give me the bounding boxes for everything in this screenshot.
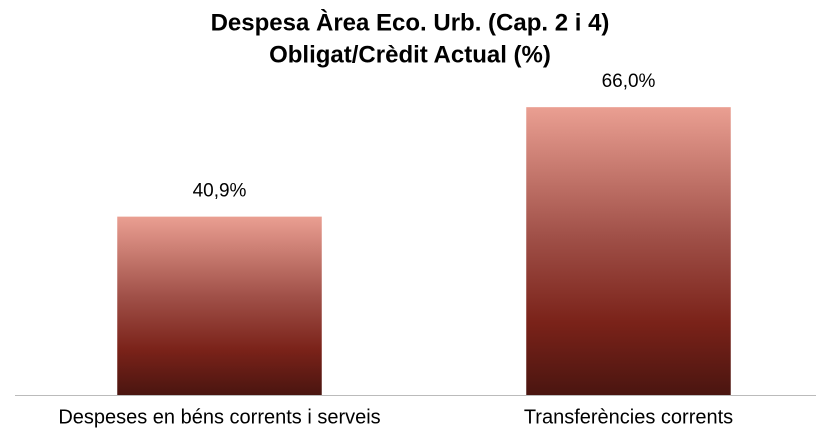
x-tick-label: Transferències corrents <box>524 406 733 428</box>
bar <box>117 216 322 395</box>
data-label: 66,0% <box>602 71 656 92</box>
chart-title: Despesa Àrea Eco. Urb. (Cap. 2 i 4) <box>211 8 610 36</box>
bar <box>526 107 731 396</box>
chart-subtitle: Obligat/Crèdit Actual (%) <box>269 41 551 68</box>
x-tick-label: Despeses en béns corrents i serveis <box>58 406 380 428</box>
data-label: 40,9% <box>193 181 247 202</box>
